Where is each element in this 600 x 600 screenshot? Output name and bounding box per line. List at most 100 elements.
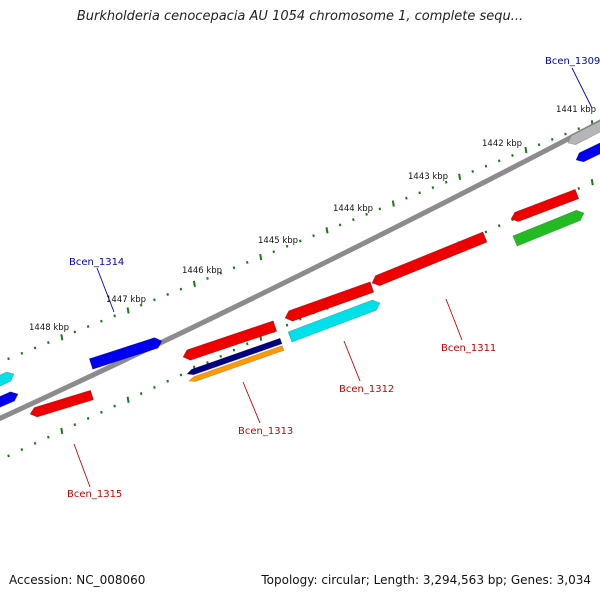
inner-tick: [245, 342, 249, 346]
inner-tick: [484, 230, 488, 234]
gene-bcen-1311[interactable]: [371, 231, 488, 287]
inner-tick: [179, 373, 183, 377]
inner-tick: [47, 435, 50, 439]
outer-tick: [405, 196, 408, 200]
leader-bcen-1309: [571, 67, 593, 109]
outer-tick: [33, 346, 37, 350]
inner-tick: [7, 454, 10, 458]
outer-tick: [338, 223, 342, 227]
scale-label-1447: 1447 kbp: [106, 295, 146, 305]
scale-label-1445: 1445 kbp: [258, 236, 298, 246]
gene-left-cyan[interactable]: [0, 371, 15, 388]
outer-tick: [378, 207, 382, 211]
outer-tick: [7, 357, 10, 361]
inner-tick: [232, 348, 236, 352]
scale-label-1443: 1443 kbp: [408, 172, 448, 182]
outer-tick: [259, 253, 263, 261]
gene-left-blue[interactable]: [0, 391, 19, 409]
leader-bcen-1311: [445, 298, 463, 341]
outer-tick: [458, 173, 462, 180]
outer-tick: [325, 227, 329, 234]
outer-tick: [153, 298, 156, 302]
outer-tick: [113, 314, 116, 318]
inner-tick: [166, 379, 169, 383]
gene-bcen-1310[interactable]: [510, 188, 580, 222]
inner-tick: [139, 392, 143, 396]
outer-tick: [564, 132, 567, 136]
accession-text: Accession: NC_008060: [9, 573, 146, 587]
outer-tick: [232, 266, 236, 270]
topology-summary: Topology: circular; Length: 3,294,563 bp…: [261, 573, 591, 587]
inner-tick: [73, 423, 77, 427]
gene-bcen-1312-a[interactable]: [284, 281, 375, 322]
label-leader-lines: [73, 67, 593, 488]
outer-tick: [179, 287, 183, 291]
outer-tick: [365, 212, 368, 216]
inner-tick: [206, 361, 209, 364]
map-title: Burkholderia cenocepacia AU 1054 chromos…: [76, 9, 524, 24]
outer-tick: [391, 200, 395, 207]
gene-bcen-1312[interactable]: [287, 299, 381, 343]
leader-bcen-1315: [73, 443, 91, 488]
gene-label-bcen-1313[interactable]: Bcen_1313: [238, 426, 293, 437]
gene-features[interactable]: [0, 120, 600, 418]
gene-label-bcen-1315[interactable]: Bcen_1315: [67, 489, 122, 500]
gene-bcen-1309-part[interactable]: [575, 142, 600, 163]
outer-tick: [60, 334, 64, 341]
outer-tick: [511, 153, 514, 157]
chromosome-backbone: [0, 119, 600, 422]
gene-label-bcen-1314[interactable]: Bcen_1314: [69, 257, 124, 268]
outer-tick: [497, 159, 501, 163]
gene-bcen-1310-b[interactable]: [512, 209, 585, 247]
scale-label-1446: 1446 kbp: [182, 266, 222, 276]
outer-tick: [299, 239, 302, 243]
outer-tick: [245, 260, 249, 264]
leader-bcen-1314: [96, 267, 115, 313]
inner-tick: [33, 441, 37, 445]
scale-label-1448: 1448 kbp: [29, 323, 69, 333]
outer-tick: [418, 191, 421, 195]
outer-tick: [524, 146, 528, 154]
outer-tick: [100, 319, 103, 323]
outer-tick: [484, 164, 488, 168]
outer-tick: [431, 186, 435, 189]
inner-tick: [497, 224, 501, 228]
leader-bcen-1312: [343, 340, 361, 382]
gene-label-bcen-1309[interactable]: Bcen_1309: [545, 56, 600, 67]
outer-tick: [444, 180, 448, 184]
outer-tick: [73, 330, 77, 334]
inner-tick: [153, 385, 156, 389]
inner-tick: [113, 404, 116, 408]
outer-tick: [285, 244, 289, 248]
inner-tick: [100, 410, 103, 414]
gene-bcen-1313-c[interactable]: [188, 345, 285, 382]
scale-label-1441: 1441 kbp: [556, 105, 596, 115]
inner-tick: [20, 448, 24, 452]
outer-tick: [192, 280, 196, 287]
outer-tick: [577, 127, 581, 131]
outer-tick: [471, 170, 474, 173]
outer-tick: [537, 143, 541, 147]
outer-tick: [20, 351, 24, 355]
gene-bcen-1313-b[interactable]: [186, 337, 283, 376]
outer-tick: [312, 234, 315, 238]
inner-tick: [590, 179, 594, 186]
gene-bcen-1314[interactable]: [88, 337, 163, 370]
gene-bcen-1315[interactable]: [29, 389, 94, 418]
gene-bcen-1313-a[interactable]: [182, 320, 278, 361]
inner-tick: [577, 186, 581, 190]
outer-tick: [47, 341, 50, 345]
outer-tick: [166, 293, 169, 296]
outer-tick: [139, 303, 143, 307]
outer-tick: [352, 218, 355, 222]
outer-tick: [86, 325, 90, 329]
inner-tick: [285, 323, 289, 327]
outer-tick: [550, 137, 554, 141]
inner-tick: [219, 354, 223, 358]
gene-bcen-1309[interactable]: [567, 120, 600, 146]
leader-bcen-1313: [242, 381, 261, 424]
gene-label-bcen-1311[interactable]: Bcen_1311: [441, 343, 496, 354]
gene-label-bcen-1312[interactable]: Bcen_1312: [339, 384, 394, 395]
inner-tick: [60, 427, 64, 435]
